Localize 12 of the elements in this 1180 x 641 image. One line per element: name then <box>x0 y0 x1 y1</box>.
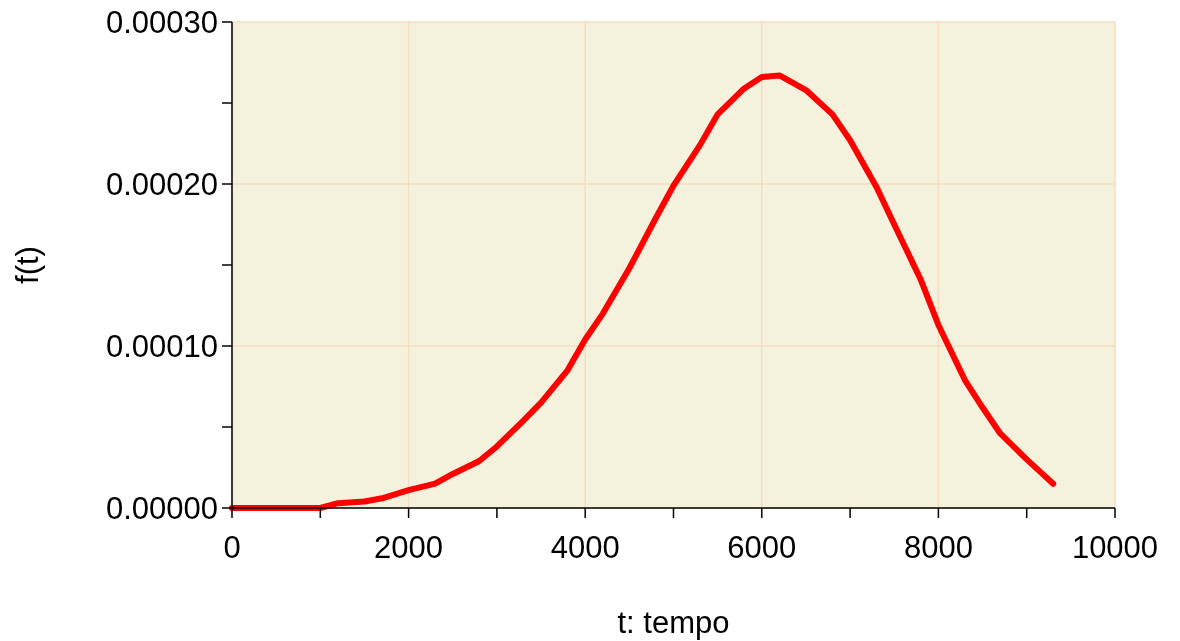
x-tick-label: 4000 <box>550 530 620 565</box>
x-axis-title: t: tempo <box>617 605 730 640</box>
y-tick-label: 0.00020 <box>105 166 218 202</box>
y-tick-label: 0.00030 <box>105 4 218 40</box>
y-tick-label: 0.00010 <box>105 328 218 364</box>
x-tick-label: 0 <box>223 530 241 565</box>
y-axis-title: f(t) <box>10 246 45 284</box>
x-tick-label: 8000 <box>903 530 973 565</box>
x-tick-label: 2000 <box>374 530 444 565</box>
x-tick-label: 6000 <box>727 530 797 565</box>
x-tick-label: 10000 <box>1071 530 1159 565</box>
y-tick-label: 0.00000 <box>105 490 218 526</box>
